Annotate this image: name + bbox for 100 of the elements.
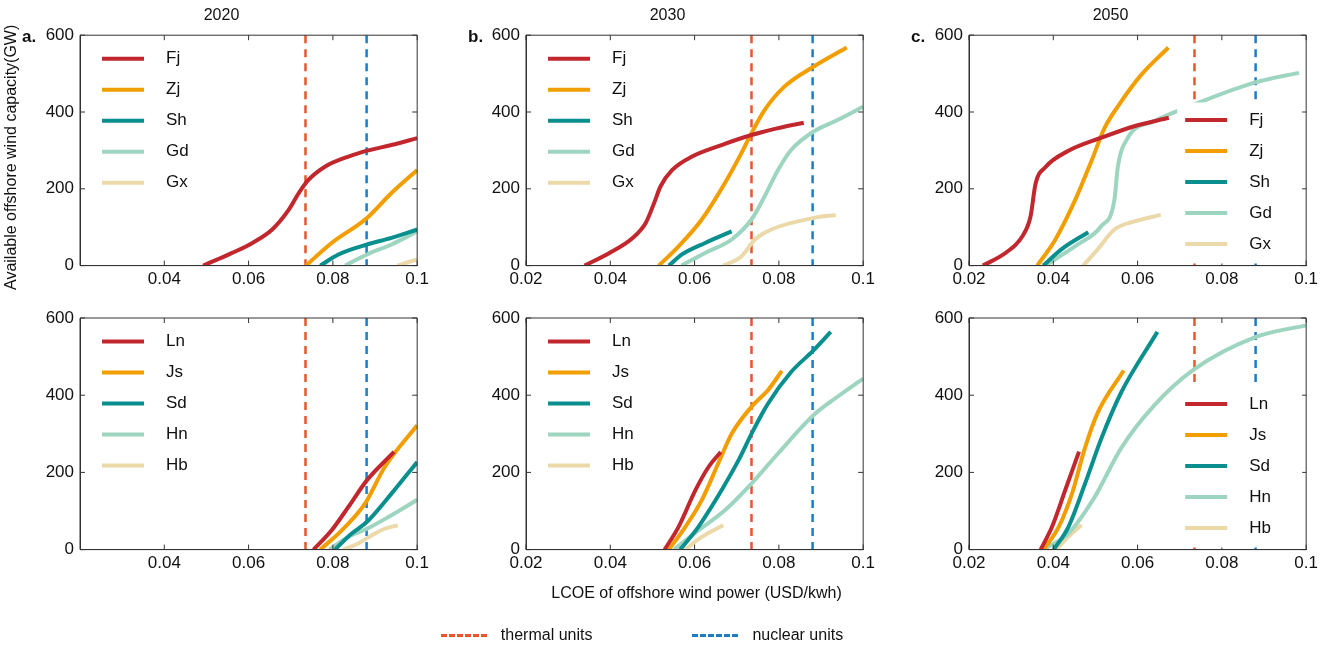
legend-label: Ln xyxy=(612,331,631,351)
legend-label: Sd xyxy=(166,393,187,413)
line-series xyxy=(343,229,418,266)
y-tick-label: 0 xyxy=(64,539,74,559)
x-tick-label: 0.06 xyxy=(678,553,712,573)
line-series xyxy=(678,329,833,550)
x-tick-label: 0.04 xyxy=(147,553,181,573)
y-tick-label: 400 xyxy=(45,101,74,121)
legend-label: Gx xyxy=(1249,233,1272,253)
legend-label: Js xyxy=(612,362,629,382)
text: nuclear units xyxy=(752,626,844,644)
legend-label: Gx xyxy=(166,172,189,192)
x-tick-label: 0.06 xyxy=(232,269,266,289)
line-series xyxy=(201,136,418,266)
legend-label: Fj xyxy=(612,48,627,68)
line-series xyxy=(980,115,1171,266)
x-tick-label: 0.06 xyxy=(1121,553,1155,573)
y-tick-label: 400 xyxy=(934,384,963,404)
y-tick-label: 600 xyxy=(45,24,74,44)
legend-label: Hn xyxy=(612,424,634,444)
legend-label: Js xyxy=(1249,424,1267,444)
legend-label: Gd xyxy=(612,141,635,161)
legend-label: Zj xyxy=(1249,140,1264,160)
legend-label: Fj xyxy=(1249,109,1264,129)
line-series xyxy=(679,104,864,266)
y-tick-label: 200 xyxy=(45,462,74,482)
y-tick-label: 200 xyxy=(491,178,520,198)
chart-title: 2020 xyxy=(203,6,240,24)
y-tick-label: 600 xyxy=(491,24,520,44)
legend-label: Sh xyxy=(1249,171,1270,191)
line-series xyxy=(721,212,838,266)
x-tick-label: 0.04 xyxy=(147,269,181,289)
line-series xyxy=(656,45,849,266)
y-tick-label: 200 xyxy=(934,462,963,482)
x-axis-title: LCOE of offshore wind power (USD/kwh) xyxy=(550,584,843,602)
text: a. xyxy=(22,26,37,46)
x-tick-label: 0.1 xyxy=(851,553,875,573)
line-series xyxy=(318,423,418,550)
text: b. xyxy=(468,26,484,46)
y-tick-label: 400 xyxy=(491,101,520,121)
y-tick-label: 600 xyxy=(934,24,963,44)
legend-label: Sd xyxy=(612,393,633,413)
y-tick-label: 200 xyxy=(45,178,74,198)
y-axis-title: Available offshore wind capacity(GW) xyxy=(2,24,20,290)
x-tick-label: 0.04 xyxy=(1036,269,1070,289)
line-series xyxy=(318,227,418,266)
text: c. xyxy=(911,26,926,46)
line-series xyxy=(341,523,400,550)
legend-label: Zj xyxy=(166,79,181,99)
legend-label: Zj xyxy=(612,79,627,99)
text: thermal units xyxy=(500,626,593,644)
legend-label: Ln xyxy=(166,331,185,351)
line-series xyxy=(1041,368,1126,550)
line-series xyxy=(303,167,418,266)
x-tick-label: 0.1 xyxy=(1294,553,1318,573)
x-tick-label: 0.04 xyxy=(593,553,627,573)
x-tick-label: 0.08 xyxy=(316,269,350,289)
y-tick-label: 200 xyxy=(934,178,963,198)
line-series xyxy=(1051,329,1160,550)
legend-label: Gd xyxy=(166,141,189,161)
x-tick-label: 0.08 xyxy=(316,553,350,573)
line-series xyxy=(1038,449,1082,550)
legend-label: Ln xyxy=(1249,393,1269,413)
x-tick-label: 0.1 xyxy=(1294,269,1318,289)
line-series xyxy=(1035,45,1171,266)
y-tick-label: 200 xyxy=(491,462,520,482)
y-tick-label: 600 xyxy=(934,307,963,327)
y-tick-label: 400 xyxy=(934,101,963,121)
legend-label: Hn xyxy=(1249,486,1271,506)
x-tick-label: 0.08 xyxy=(1205,553,1239,573)
legend-label: Hb xyxy=(166,455,188,475)
x-tick-label: 0.06 xyxy=(232,553,266,573)
legend-label: Hn xyxy=(166,424,188,444)
chart-title: 2030 xyxy=(649,6,686,24)
x-tick-label: 0.04 xyxy=(1036,553,1070,573)
x-tick-label: 0.04 xyxy=(593,269,627,289)
x-tick-label: 0.1 xyxy=(405,269,429,289)
line-series xyxy=(1081,212,1163,266)
line-series xyxy=(662,449,723,550)
legend-label: Hb xyxy=(612,455,634,475)
x-tick-label: 0.1 xyxy=(851,269,875,289)
y-tick-label: 400 xyxy=(45,384,74,404)
legend-label: Fj xyxy=(166,48,181,68)
chart-title: 2050 xyxy=(1092,6,1129,24)
legend-label: Gd xyxy=(1249,202,1272,222)
legend-label: Hb xyxy=(1249,517,1271,537)
x-tick-label: 0.08 xyxy=(762,553,796,573)
legend-label: Sd xyxy=(1249,455,1270,475)
line-series xyxy=(333,459,418,550)
line-series xyxy=(666,368,784,550)
y-tick-label: 600 xyxy=(45,307,74,327)
y-tick-label: 0 xyxy=(64,255,74,275)
legend-label: Sh xyxy=(612,110,633,130)
x-tick-label: 0.08 xyxy=(1205,269,1239,289)
legend-label: Gx xyxy=(612,172,635,192)
y-tick-label: 400 xyxy=(491,384,520,404)
x-tick-label: 0.06 xyxy=(678,269,712,289)
line-series xyxy=(666,229,734,266)
legend-label: Sh xyxy=(166,110,187,130)
y-tick-label: 600 xyxy=(491,307,520,327)
